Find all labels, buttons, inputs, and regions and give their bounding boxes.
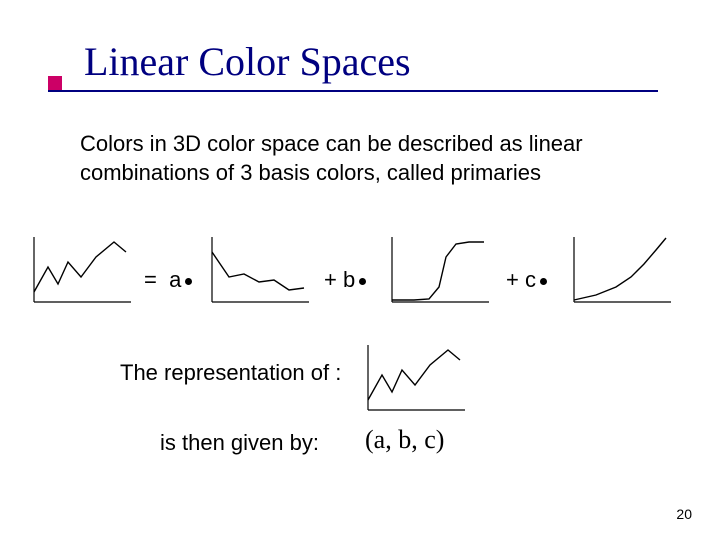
representation-text: The representation of : — [120, 360, 341, 386]
given-by-text: is then given by: — [160, 430, 319, 456]
dot-icon — [540, 278, 547, 285]
accent-box — [48, 76, 62, 90]
equation-row: = a + b + c — [26, 232, 706, 332]
title-underline — [48, 90, 658, 92]
rep-curve — [368, 350, 460, 400]
result-curve — [34, 242, 126, 292]
result-chart — [26, 232, 136, 312]
plus-c: + c — [506, 267, 547, 293]
coef-a: a — [169, 267, 181, 292]
equals-sign: = a — [144, 267, 192, 293]
eq-text: = — [144, 267, 157, 292]
representation-chart — [360, 340, 470, 420]
basis-c-curve — [574, 238, 666, 300]
dot-icon — [185, 278, 192, 285]
slide-title: Linear Color Spaces — [84, 38, 411, 85]
plus-b-text: + b — [324, 267, 355, 292]
tuple-text: (a, b, c) — [365, 425, 444, 455]
description-text: Colors in 3D color space can be describe… — [80, 130, 640, 187]
basis-a-chart — [204, 232, 314, 312]
page-number: 20 — [676, 506, 692, 522]
basis-b-chart — [384, 232, 494, 312]
basis-a-curve — [212, 252, 304, 290]
basis-b-curve — [392, 242, 484, 300]
plus-c-text: + c — [506, 267, 536, 292]
basis-c-chart — [566, 232, 676, 312]
dot-icon — [359, 278, 366, 285]
plus-b: + b — [324, 267, 366, 293]
